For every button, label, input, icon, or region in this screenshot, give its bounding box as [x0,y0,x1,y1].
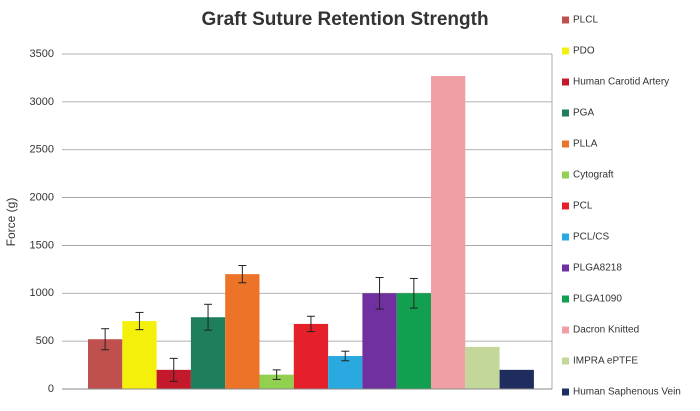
error-bar [409,277,418,309]
legend-label: PLGA1090 [573,294,622,305]
y-tick-label: 500 [36,335,54,347]
legend-swatch [562,140,569,148]
legend-swatch [562,171,569,179]
legend-swatch [562,326,569,334]
error-bar [272,369,281,380]
legend-swatch [562,78,569,86]
bar [499,369,534,389]
y-tick-label: 2500 [30,144,54,156]
legend-label: PLLA [573,139,598,150]
legend-swatch [562,233,569,241]
legend-label: Human Carotid Artery [573,77,669,88]
y-tick-label: 3000 [30,96,54,108]
legend-label: PLGA8218 [573,263,622,274]
legend-label: Dacron Knitted [573,325,639,336]
bar [293,323,329,389]
error-bar [341,350,350,362]
y-tick-label: 3500 [30,48,54,60]
bar [396,293,431,389]
bar [465,346,500,389]
legend-label: Human Saphenous Vein [573,387,681,398]
y-tick-label: 1500 [30,239,54,251]
bar [431,76,466,389]
error-bar [169,357,178,382]
y-axis-label: Force (g) [4,198,18,247]
legend-swatch [562,202,569,210]
legend-label: PDO [573,46,595,57]
error-bar [375,276,384,310]
error-bar [204,303,213,331]
error-bar [306,315,315,333]
legend-swatch [562,388,569,396]
legend-swatch [562,47,569,55]
legend-label: IMPRA ePTFE [573,356,638,367]
y-tick-label: 1000 [30,287,54,299]
y-tick-label: 0 [48,383,54,395]
legend-swatch [562,295,569,303]
legend-swatch [562,357,569,365]
error-bar [101,328,110,351]
bar [259,374,294,389]
legend-label: PCL/CS [573,232,609,243]
legend-swatch [562,16,569,24]
bar [122,321,157,389]
bar [328,355,363,389]
legend-label: Cytograft [573,170,614,181]
error-bar [238,265,247,284]
legend-label: PCL [573,201,593,212]
error-bar [135,311,144,331]
legend-label: PGA [573,108,594,119]
legend-swatch [562,264,569,272]
bar [225,274,260,389]
legend-label: PLCL [573,15,598,26]
chart-title: Graft Suture Retention Strength [201,9,488,30]
legend-swatch [562,109,569,117]
y-tick-label: 2000 [30,191,54,203]
